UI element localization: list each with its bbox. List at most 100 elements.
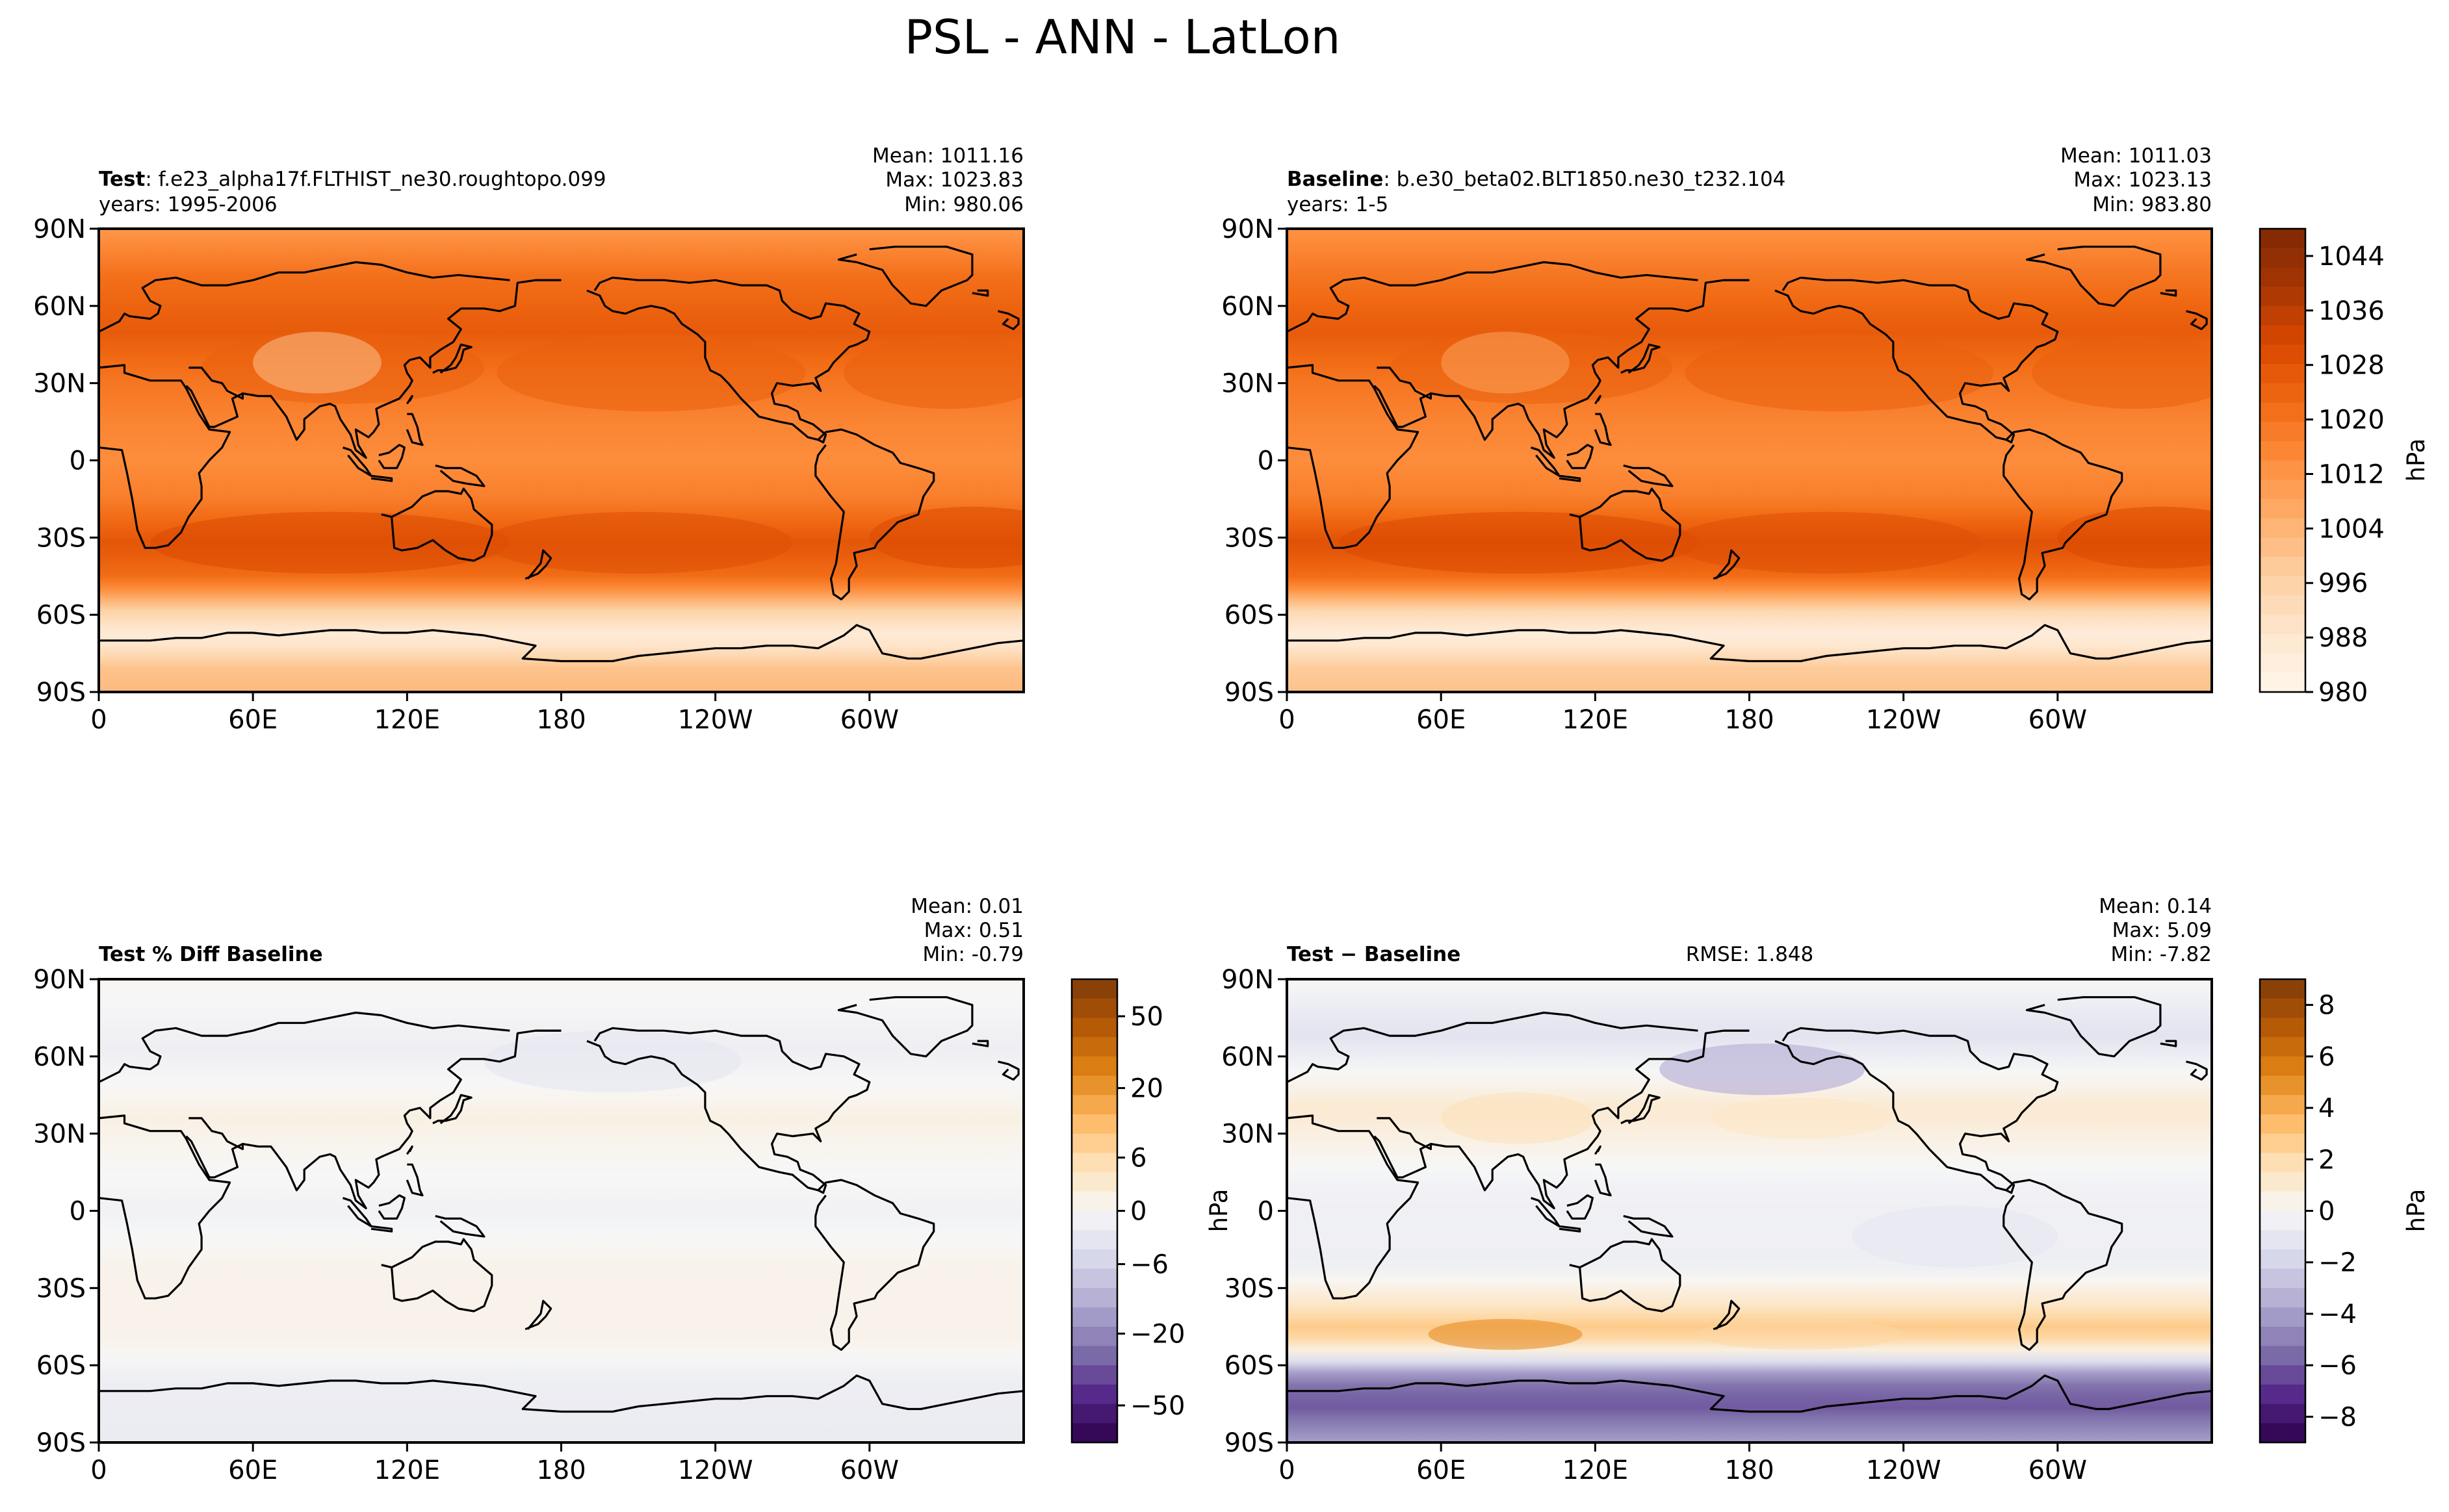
colorbar-segment <box>1072 1211 1117 1231</box>
colorbar-segment <box>2260 460 2305 480</box>
y-tick-label: 30N <box>1221 1120 1274 1149</box>
panel-baseline: Baseline: b.e30_beta02.BLT1850.ne30_t232… <box>1221 144 2430 735</box>
colorbar-segment <box>1072 1191 1117 1212</box>
colorbar-segment <box>1072 1075 1117 1096</box>
colorbar-segment <box>1072 1307 1117 1327</box>
panel-diff-rmse: RMSE: 1.848 <box>1686 943 1814 966</box>
colorbar-tick-label: 0 <box>2318 1197 2335 1227</box>
colorbar-segment <box>2260 1403 2305 1424</box>
coastline <box>1713 1300 1741 1331</box>
colorbar-segment <box>1072 1095 1117 1115</box>
coastline <box>342 446 372 477</box>
field-feature <box>1852 1205 2058 1268</box>
coastline <box>2160 1040 2177 1047</box>
y-tick-label: 60N <box>33 1042 86 1072</box>
coastline <box>242 1029 562 1210</box>
colorbar-segment <box>2260 363 2305 384</box>
colorbar-tick-label: −20 <box>1130 1319 1185 1349</box>
map-field <box>1287 229 2212 692</box>
panel-test: Test: f.e23_alpha17f.FLTHIST_ne30.rought… <box>33 144 1025 735</box>
colorbar-tick-label: 1036 <box>2318 296 2385 326</box>
coastline <box>1623 1214 1674 1238</box>
panel-baseline-stat-max: Max: 1023.13 <box>2073 168 2212 192</box>
y-tick-label: 0 <box>1258 1197 1274 1227</box>
colorbar-tick-label: 6 <box>2318 1042 2335 1072</box>
colorbar-segment <box>2260 576 2305 596</box>
coastline <box>370 474 393 482</box>
coastline <box>1559 1225 1581 1233</box>
panel-test-subtitle: years: 1995-2006 <box>99 193 278 216</box>
x-tick-label: 120W <box>678 705 753 735</box>
coastline <box>814 1179 935 1351</box>
colorbar-segment <box>1072 1037 1117 1057</box>
y-tick-label: 30N <box>33 1120 86 1149</box>
x-tick-label: 120W <box>1866 705 1941 735</box>
coastline <box>185 366 244 428</box>
colorbar-tick-label: −6 <box>2318 1351 2357 1381</box>
colorbar-label: hPa <box>1205 1189 1233 1233</box>
colorbar-segment <box>2260 1365 2305 1385</box>
x-tick-label: 180 <box>536 1455 586 1485</box>
coastline <box>1559 474 1581 482</box>
x-tick-label: 120W <box>678 1455 753 1485</box>
colorbar-segment <box>2260 979 2305 999</box>
coastline <box>1713 549 1741 580</box>
colorbar-tick-label: 980 <box>2318 678 2368 708</box>
colorbar-segment <box>1072 1153 1117 1173</box>
colorbar-segment <box>2260 1346 2305 1366</box>
coastline <box>381 487 493 562</box>
y-tick-label: 0 <box>1258 446 1274 476</box>
colorbar-segment <box>2260 1384 2305 1405</box>
x-tick-label: 120E <box>374 705 441 735</box>
colorbar-segment <box>1072 1230 1117 1250</box>
field-feature <box>2057 506 2212 569</box>
colorbar-segment <box>1072 1018 1117 1038</box>
x-tick-label: 120E <box>1562 705 1629 735</box>
x-tick-label: 60W <box>2028 705 2087 735</box>
panel-baseline-stat-mean: Mean: 1011.03 <box>2060 144 2212 168</box>
colorbar-segment <box>2260 498 2305 519</box>
colorbar-segment <box>2260 1095 2305 1115</box>
y-tick-label: 30S <box>36 523 86 553</box>
coastline <box>99 1374 1024 1413</box>
panel-baseline-stat-min: Min: 983.80 <box>2092 193 2212 216</box>
colorbar-segment <box>2260 441 2305 461</box>
x-tick-label: 120E <box>1562 1455 1629 1485</box>
coastline <box>814 428 935 601</box>
map-field <box>99 229 1024 692</box>
colorbar-segment <box>2260 518 2305 538</box>
coastline <box>1594 413 1612 446</box>
colorbar-segment <box>2260 383 2305 403</box>
coastline <box>370 1225 393 1233</box>
colorbar-segment <box>2260 422 2305 442</box>
coastline <box>1530 446 1561 477</box>
panel-test-title-bold: Test <box>99 168 146 191</box>
map-baseline <box>1286 227 2213 693</box>
colorbar-segment <box>2260 1191 2305 1212</box>
colorbar-diff: 8 6 4 2 0 −2 −4 −6 −8 hPa <box>2259 978 2430 1444</box>
colorbar-tick-label: −2 <box>2318 1248 2357 1278</box>
panel-baseline-title-bold: Baseline <box>1287 168 1383 191</box>
y-tick-label: 60N <box>33 292 86 322</box>
colorbar-segment <box>2260 1075 2305 1096</box>
field-feature <box>1428 1318 1583 1350</box>
colorbar-tick-label: 20 <box>1130 1074 1163 1104</box>
coastline <box>342 1197 372 1227</box>
colorbar-segment <box>2260 229 2305 249</box>
colorbar-segment <box>2260 557 2305 577</box>
colorbar-segment <box>1072 1423 1117 1443</box>
y-tick-label: 60S <box>1224 600 1274 630</box>
coastline <box>378 1194 406 1220</box>
colorbar-tick-label: 0 <box>1130 1197 1147 1227</box>
coastline <box>972 289 989 297</box>
colorbar-segment <box>1072 1114 1117 1134</box>
colorbar-segment <box>2260 1211 2305 1231</box>
field-feature <box>2032 337 2212 409</box>
axes-ticks-pct-diff: 0 60E 120E 180 120W 60W 90N 60N 30N 0 30S 60S 90S <box>33 965 899 1485</box>
x-tick-label: 60W <box>2028 1455 2087 1485</box>
panel-diff-stat-max: Max: 5.09 <box>2112 919 2212 942</box>
y-tick-label: 60N <box>1221 1042 1274 1072</box>
colorbar-tick-label: −8 <box>2318 1402 2357 1432</box>
colorbar-segment <box>2260 1133 2305 1153</box>
panel-pct-diff: Test % Diff Baseline Mean: 0.01 Max: 0.5… <box>33 895 1233 1485</box>
